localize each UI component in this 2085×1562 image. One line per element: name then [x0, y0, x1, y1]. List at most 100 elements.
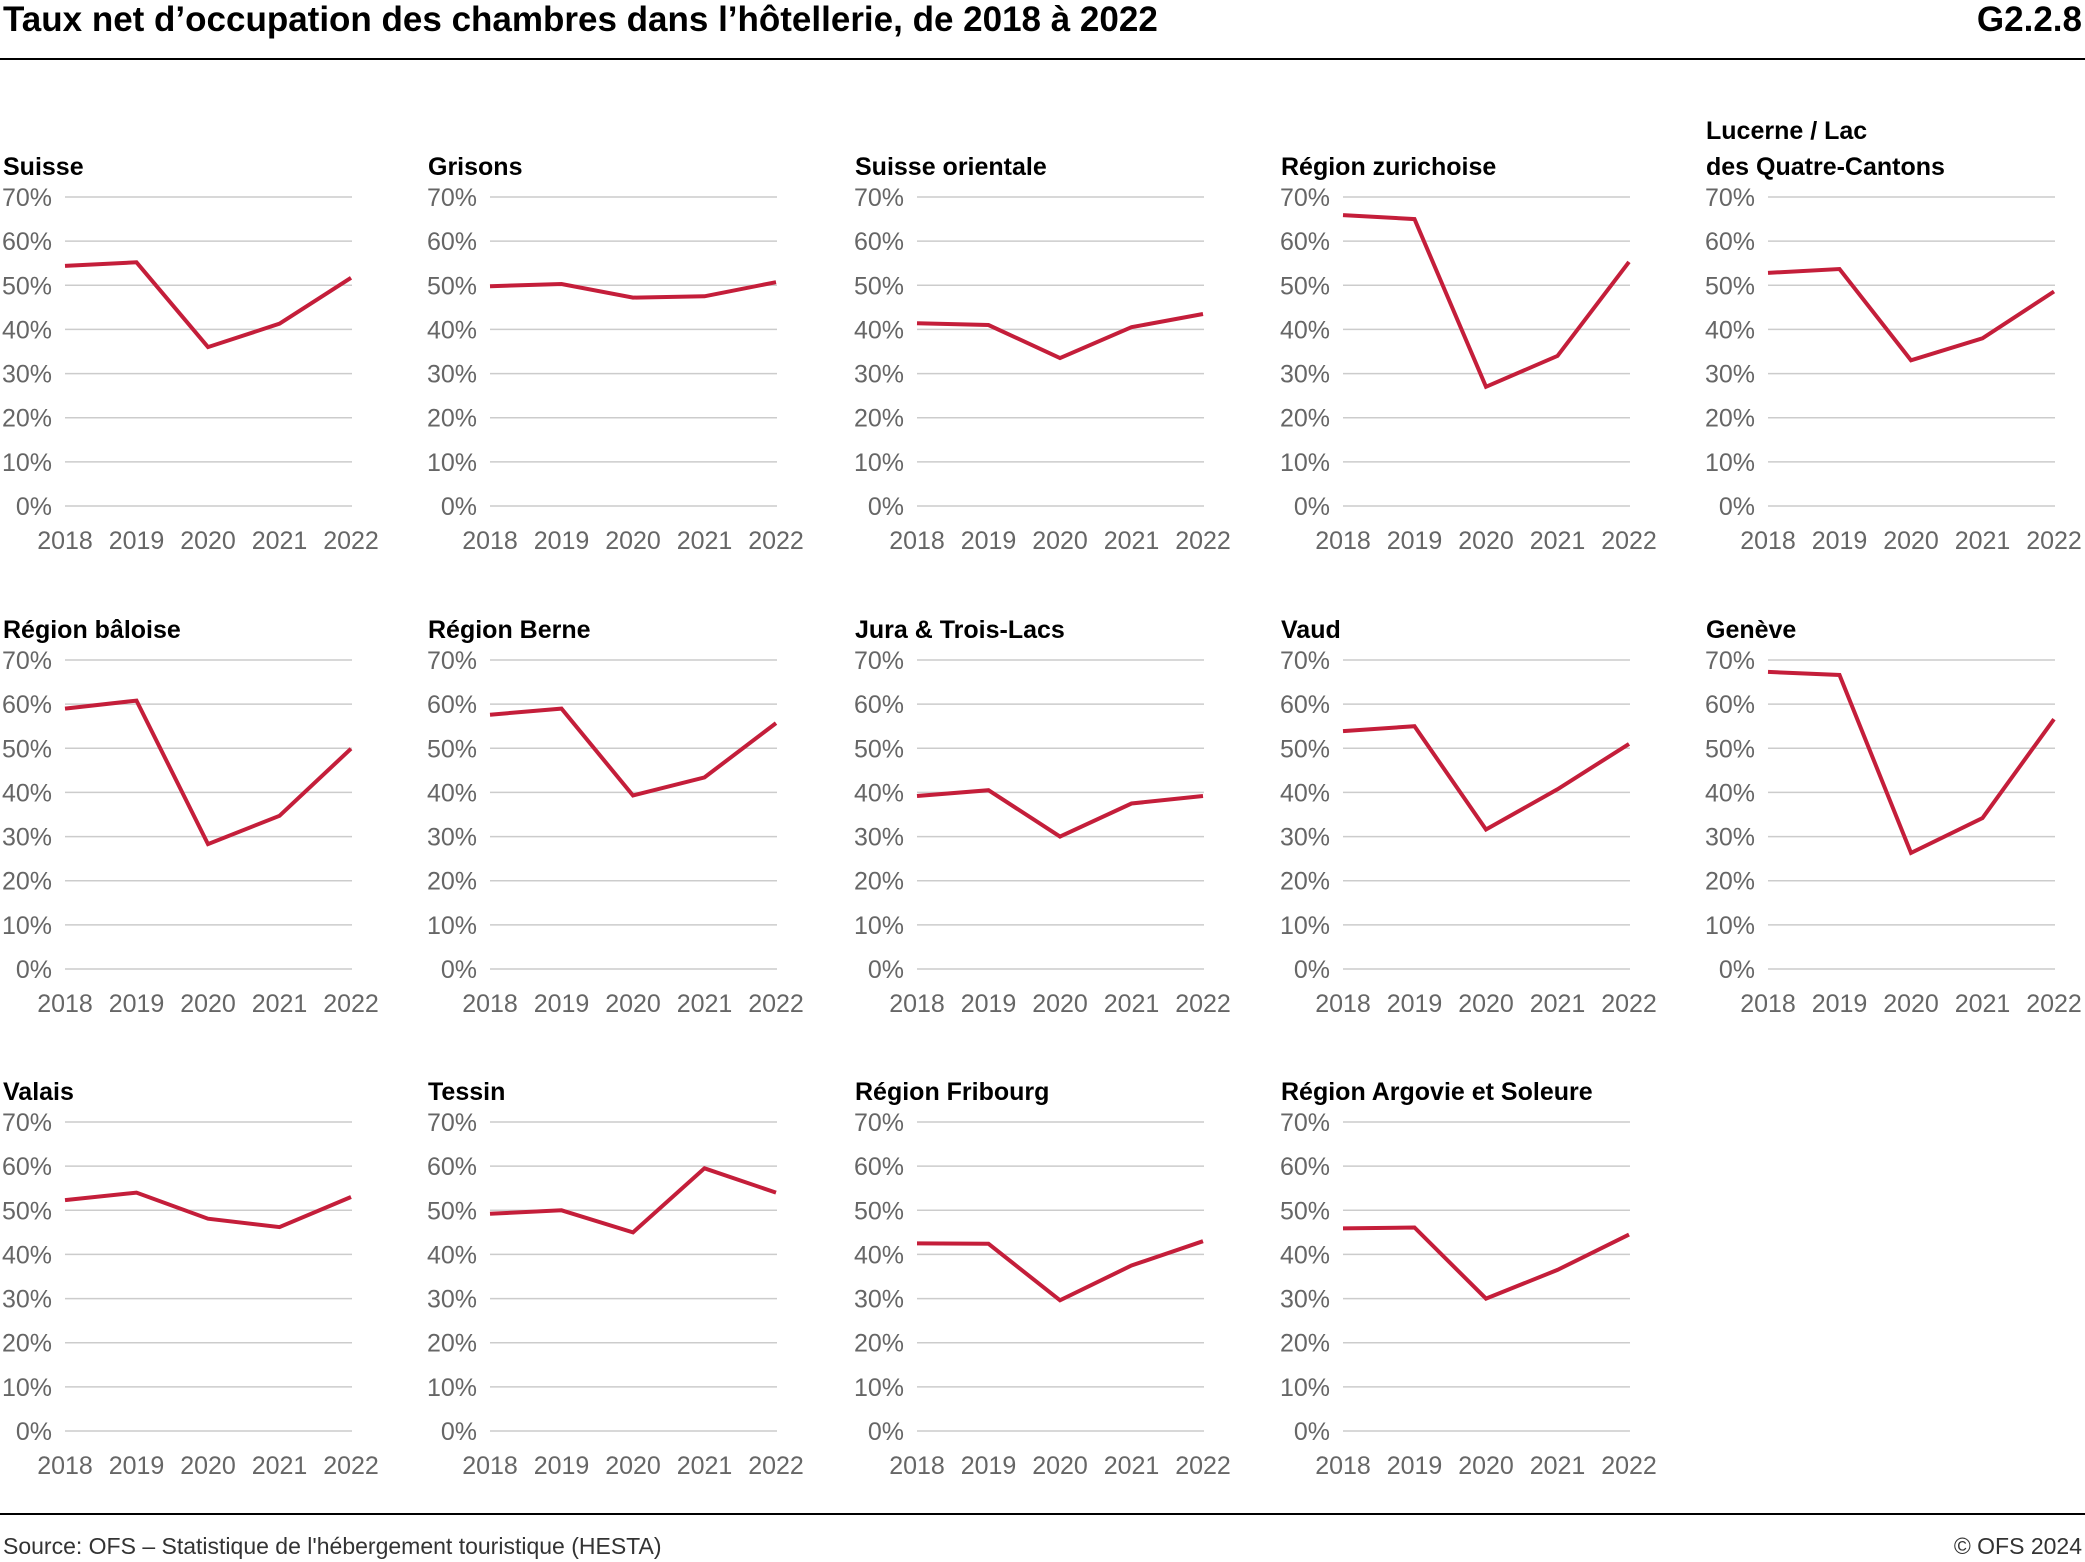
y-tick-label: 50% [854, 735, 904, 763]
y-tick-label: 70% [1280, 184, 1330, 212]
y-tick-label: 0% [441, 1418, 477, 1446]
y-tick-label: 20% [2, 868, 52, 896]
y-tick-label: 30% [1705, 824, 1755, 852]
x-tick-label: 2018 [37, 990, 93, 1018]
x-tick-label: 2022 [323, 1452, 379, 1480]
x-tick-label: 2019 [109, 990, 165, 1018]
x-tick-label: 2020 [180, 990, 236, 1018]
y-tick-label: 20% [2, 405, 52, 433]
header-rule [0, 58, 2085, 60]
y-tick-label: 30% [854, 361, 904, 389]
y-tick-label: 40% [1705, 316, 1755, 344]
y-tick-label: 30% [2, 361, 52, 389]
x-tick-label: 2018 [37, 527, 93, 555]
y-tick-label: 60% [1280, 228, 1330, 256]
y-tick-label: 50% [1705, 735, 1755, 763]
panel-title: Genève [1706, 616, 1797, 644]
y-tick-label: 40% [854, 316, 904, 344]
series-line [1342, 213, 1631, 390]
y-tick-label: 50% [427, 1197, 477, 1225]
panel-title: Grisons [428, 153, 523, 181]
y-tick-label: 70% [1705, 184, 1755, 212]
panel-1: 0% 10% 20% 30% 40% 50% 60% 70% 2018 2019 2020 2021 2… [427, 184, 804, 555]
x-tick-label: 2020 [1458, 527, 1514, 555]
panel-title: Région Berne [428, 616, 591, 644]
y-tick-label: 40% [2, 316, 52, 344]
x-tick-label: 2022 [323, 527, 379, 555]
panel-title: Région zurichoise [1281, 153, 1497, 181]
y-tick-label: 50% [427, 735, 477, 763]
y-tick-label: 40% [427, 779, 477, 807]
x-tick-label: 2022 [2026, 990, 2082, 1018]
y-tick-label: 20% [427, 405, 477, 433]
series-line [1767, 669, 2056, 856]
y-tick-label: 50% [854, 1197, 904, 1225]
panel-title: Suisse orientale [855, 153, 1047, 181]
x-tick-label: 2021 [1104, 990, 1160, 1018]
x-tick-label: 2019 [961, 1452, 1017, 1480]
x-tick-label: 2021 [252, 990, 308, 1018]
x-tick-label: 2021 [1530, 527, 1586, 555]
y-tick-label: 60% [854, 1153, 904, 1181]
x-tick-label: 2019 [1387, 527, 1443, 555]
panel-13: 0% 10% 20% 30% 40% 50% 60% 70% 2018 2019 2020 2021 2… [1280, 1109, 1657, 1480]
y-tick-label: 60% [1705, 228, 1755, 256]
y-tick-label: 0% [441, 493, 477, 521]
x-tick-label: 2021 [1104, 1452, 1160, 1480]
y-tick-label: 40% [2, 779, 52, 807]
x-tick-label: 2021 [252, 527, 308, 555]
x-tick-label: 2020 [1883, 990, 1939, 1018]
y-tick-label: 30% [2, 824, 52, 852]
x-tick-label: 2020 [1032, 527, 1088, 555]
x-tick-label: 2020 [605, 990, 661, 1018]
y-tick-label: 60% [427, 691, 477, 719]
y-tick-label: 40% [854, 1241, 904, 1269]
y-tick-label: 0% [1719, 956, 1755, 984]
y-tick-label: 40% [1705, 779, 1755, 807]
x-tick-label: 2022 [748, 527, 804, 555]
y-tick-label: 20% [1280, 868, 1330, 896]
y-tick-label: 10% [854, 449, 904, 477]
y-tick-label: 30% [1705, 361, 1755, 389]
x-tick-label: 2019 [1812, 527, 1868, 555]
x-tick-label: 2021 [677, 527, 733, 555]
x-tick-label: 2022 [2026, 527, 2082, 555]
series-line [489, 1166, 777, 1235]
x-tick-label: 2021 [1955, 990, 2011, 1018]
y-tick-label: 20% [1280, 405, 1330, 433]
panel-11: 0% 10% 20% 30% 40% 50% 60% 70% 2018 2019 2020 2021 2… [427, 1109, 804, 1480]
x-tick-label: 2019 [961, 527, 1017, 555]
x-tick-label: 2019 [961, 990, 1017, 1018]
y-tick-label: 20% [427, 868, 477, 896]
x-tick-label: 2018 [889, 527, 945, 555]
y-tick-label: 70% [427, 1109, 477, 1137]
y-tick-label: 60% [427, 1153, 477, 1181]
x-tick-label: 2020 [1883, 527, 1939, 555]
y-tick-label: 30% [427, 1286, 477, 1314]
y-tick-label: 40% [427, 1241, 477, 1269]
panel-title: Valais [3, 1078, 74, 1106]
y-tick-label: 0% [868, 956, 904, 984]
series-line [916, 788, 1204, 839]
y-tick-label: 50% [427, 272, 477, 300]
y-tick-label: 0% [1294, 956, 1330, 984]
y-tick-label: 20% [854, 405, 904, 433]
x-tick-label: 2020 [180, 1452, 236, 1480]
series-line [1767, 266, 2056, 363]
y-tick-label: 10% [2, 1374, 52, 1402]
x-tick-label: 2021 [1104, 527, 1160, 555]
y-tick-label: 10% [1280, 1374, 1330, 1402]
y-tick-label: 60% [2, 228, 52, 256]
panel-2: 0% 10% 20% 30% 40% 50% 60% 70% 2018 2019 2020 2021 2… [854, 184, 1231, 555]
x-tick-label: 2022 [1175, 527, 1231, 555]
panel-title: Région Fribourg [855, 1078, 1050, 1106]
y-tick-label: 60% [1280, 691, 1330, 719]
y-tick-label: 30% [2, 1286, 52, 1314]
x-tick-label: 2018 [1315, 1452, 1371, 1480]
panel-4: 0% 10% 20% 30% 40% 50% 60% 70% 2018 2019 2020 2021 2… [1705, 184, 2082, 555]
x-tick-label: 2018 [462, 990, 518, 1018]
y-tick-label: 10% [854, 912, 904, 940]
y-tick-label: 40% [854, 779, 904, 807]
x-tick-label: 2020 [180, 527, 236, 555]
